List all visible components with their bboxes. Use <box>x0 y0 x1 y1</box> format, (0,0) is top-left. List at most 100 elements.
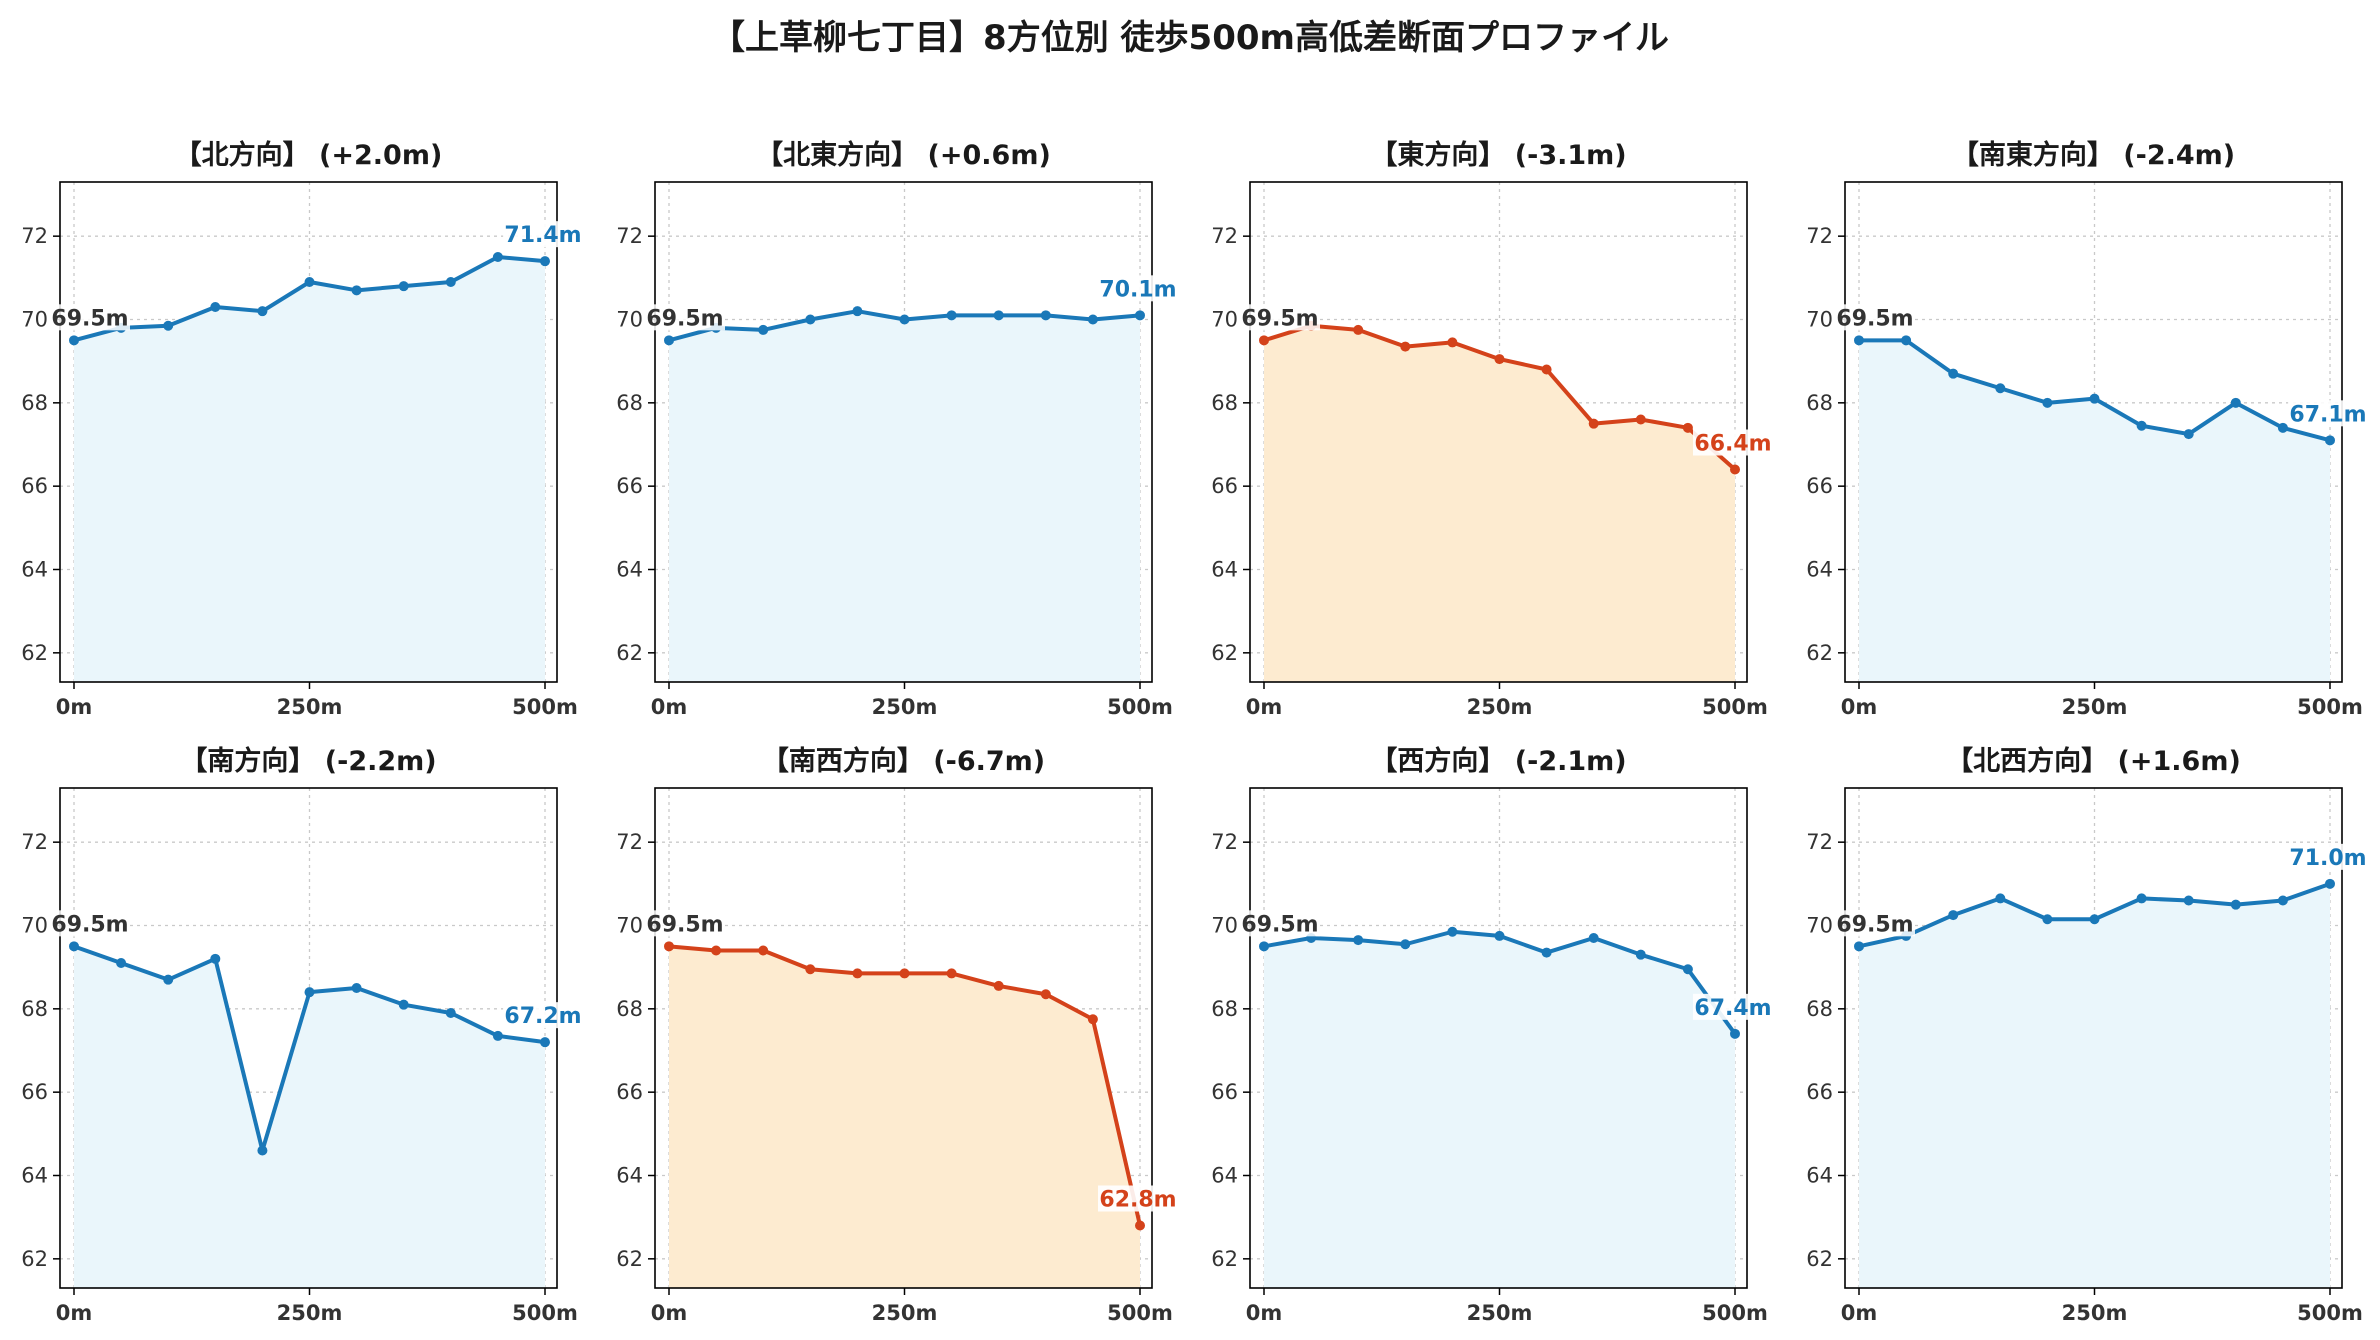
x-tick-label: 500m <box>1702 1301 1768 1325</box>
x-tick-label: 500m <box>1107 1301 1173 1325</box>
panel-title: 【東方向】 (-3.1m) <box>1370 139 1626 171</box>
plot-frame <box>654 181 1153 683</box>
end-elevation-label: 67.1m <box>2289 402 2366 427</box>
y-tick-label: 72 <box>1211 224 1238 248</box>
data-point <box>1854 941 1864 952</box>
start-elevation-label: 69.5m <box>51 912 128 937</box>
y-tick-label: 64 <box>1211 1164 1238 1188</box>
data-point <box>2183 895 2194 906</box>
data-point <box>946 968 957 979</box>
y-tick-label: 68 <box>21 997 48 1021</box>
data-point <box>2277 895 2288 906</box>
data-point <box>758 324 769 335</box>
data-point <box>1682 964 1693 975</box>
y-tick-label: 64 <box>616 558 643 582</box>
data-point <box>2042 914 2053 925</box>
elevation-area <box>669 946 1140 1288</box>
end-elevation-label: 67.2m <box>504 1004 581 1029</box>
y-tick-label: 68 <box>1211 391 1238 415</box>
data-point <box>398 999 409 1010</box>
data-point <box>805 964 816 975</box>
data-point <box>1135 1220 1145 1231</box>
y-tick-label: 62 <box>21 1247 48 1271</box>
y-tick-label: 66 <box>1211 1080 1238 1104</box>
y-tick-label: 70 <box>616 308 643 332</box>
data-point <box>1730 1028 1740 1039</box>
x-tick-label: 500m <box>512 1301 578 1325</box>
x-tick-label: 250m <box>277 1301 343 1325</box>
data-point <box>1682 422 1693 433</box>
data-point <box>304 987 315 998</box>
data-point <box>1353 324 1364 335</box>
x-tick-label: 0m <box>1841 1301 1878 1325</box>
panel-title: 【南方向】 (-2.2m) <box>180 745 436 777</box>
y-tick-label: 68 <box>616 997 643 1021</box>
start-elevation-label: 69.5m <box>1241 912 1318 937</box>
start-label-bg <box>649 304 725 331</box>
y-tick-label: 62 <box>1806 641 1833 665</box>
data-point <box>1854 335 1864 346</box>
y-tick-label: 68 <box>1806 997 1833 1021</box>
panel-title: 【南東方向】 (-2.4m) <box>1952 139 2235 171</box>
data-point <box>1730 464 1740 475</box>
panel-title: 【西方向】 (-2.1m) <box>1370 745 1626 777</box>
data-point <box>163 320 174 331</box>
data-point <box>1635 414 1646 425</box>
y-tick-label: 68 <box>21 391 48 415</box>
data-point <box>2089 393 2100 404</box>
y-tick-label: 66 <box>21 1080 48 1104</box>
y-tick-label: 70 <box>1806 914 1833 938</box>
data-point <box>2277 422 2288 433</box>
x-tick-label: 500m <box>1107 695 1173 719</box>
plot-frame <box>59 787 558 1289</box>
elevation-area <box>1859 883 2330 1288</box>
y-tick-label: 64 <box>1211 558 1238 582</box>
start-elevation-label: 69.5m <box>1836 912 1913 937</box>
end-elevation-label: 66.4m <box>1694 432 1771 457</box>
start-elevation-label: 69.5m <box>51 306 128 331</box>
elevation-area <box>1264 325 1735 682</box>
page-title: 【上草柳七丁目】8方位別 徒歩500m高低差断面プロファイル <box>711 18 1669 58</box>
data-point <box>1995 383 2006 394</box>
end-label-bg <box>503 1002 583 1029</box>
data-point <box>2042 397 2053 408</box>
data-point <box>2230 899 2241 910</box>
data-point <box>69 335 79 346</box>
data-point <box>492 1030 503 1041</box>
data-point <box>946 310 957 321</box>
data-point <box>1588 933 1599 943</box>
start-label-bg <box>54 910 130 937</box>
x-tick-label: 500m <box>2297 695 2363 719</box>
data-point <box>1541 947 1552 958</box>
data-point <box>2230 397 2241 408</box>
panel-title: 【北西方向】 (+1.6m) <box>1946 745 2241 777</box>
profile-panel-2: 【北東方向】 (+0.6m) 62 64 66 68 70 72 0m 250m 500m 69.5… <box>616 139 1178 719</box>
end-elevation-label: 62.8m <box>1099 1188 1176 1213</box>
y-tick-label: 62 <box>616 641 643 665</box>
x-tick-label: 250m <box>2062 1301 2128 1325</box>
data-point <box>1400 341 1411 352</box>
data-point <box>1087 1014 1098 1025</box>
data-point <box>257 306 268 317</box>
y-tick-label: 72 <box>1211 830 1238 854</box>
data-point <box>1588 418 1599 429</box>
data-point <box>1040 989 1051 1000</box>
x-tick-label: 250m <box>2062 695 2128 719</box>
data-point <box>899 968 910 979</box>
data-point <box>1447 926 1458 937</box>
data-point <box>758 945 769 956</box>
data-point <box>852 968 863 979</box>
x-tick-label: 0m <box>56 1301 93 1325</box>
start-elevation-label: 69.5m <box>646 306 723 331</box>
start-label-bg <box>1244 910 1320 937</box>
x-tick-label: 0m <box>56 695 93 719</box>
data-point <box>1447 337 1458 348</box>
y-tick-label: 72 <box>1806 224 1833 248</box>
y-tick-label: 70 <box>21 914 48 938</box>
profile-panel-7: 【西方向】 (-2.1m) 62 64 66 68 70 72 0m 250m 500m 69.5m… <box>1211 745 1773 1325</box>
elevation-area <box>74 257 545 682</box>
plot-frame <box>654 787 1153 1289</box>
y-tick-label: 72 <box>1806 830 1833 854</box>
data-point <box>1635 949 1646 960</box>
data-point <box>2136 420 2147 431</box>
